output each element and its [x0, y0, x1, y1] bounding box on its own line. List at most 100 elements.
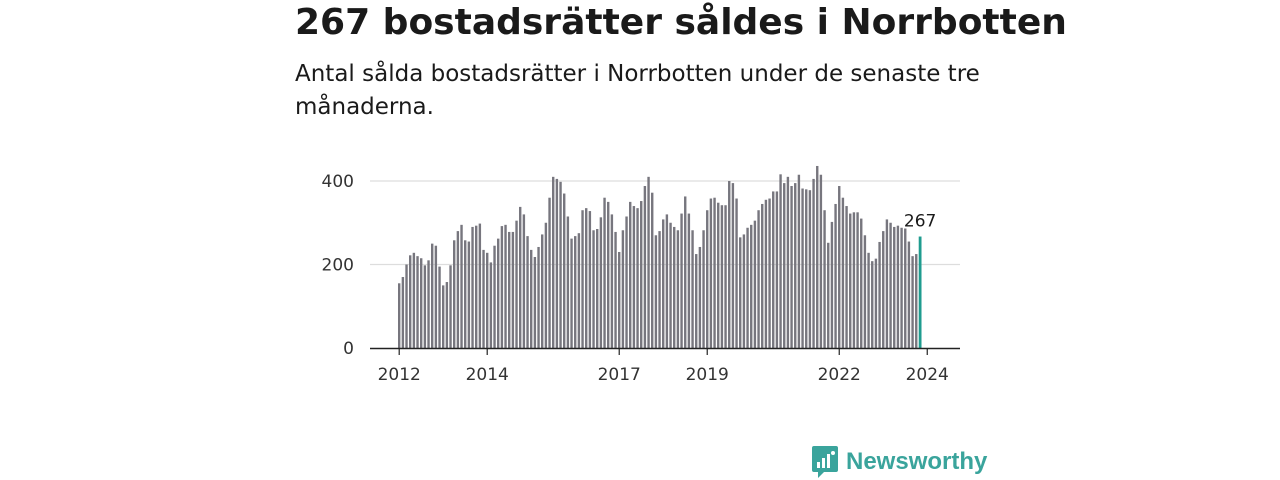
bar: [878, 241, 881, 348]
bar: [794, 183, 797, 348]
bar: [882, 231, 885, 348]
bar: [486, 252, 489, 348]
bar: [625, 216, 628, 348]
bar: [779, 174, 782, 348]
bar: [654, 235, 658, 348]
bar: [489, 262, 493, 348]
bar: [808, 190, 812, 348]
bar: [739, 237, 742, 348]
bar: [412, 252, 416, 348]
bar: [911, 256, 914, 348]
chart-subtitle: Antal sålda bostadsrätter i Norrbotten u…: [295, 61, 980, 120]
bar: [717, 202, 720, 348]
bar: [416, 256, 419, 348]
bar: [691, 230, 694, 348]
bar: [731, 183, 735, 348]
bar: [724, 205, 727, 348]
bar: [500, 226, 504, 348]
bar: [720, 205, 724, 348]
bar: [636, 208, 639, 348]
bar: [904, 227, 907, 348]
bar: [783, 183, 786, 348]
bar: [519, 206, 522, 348]
bar: [559, 181, 562, 348]
bar: [874, 258, 878, 348]
bar: [713, 197, 716, 348]
bar: [588, 211, 592, 348]
bar: [592, 230, 595, 348]
bar: [614, 231, 617, 348]
bar: [541, 234, 544, 348]
x-tick-label: 2019: [686, 365, 729, 385]
bar: [445, 282, 449, 348]
bar: [643, 186, 647, 348]
bar: [632, 206, 636, 348]
newsworthy-logo-text: Newsworthy: [846, 448, 988, 475]
bar: [746, 227, 749, 348]
bar: [775, 191, 779, 348]
bar: [695, 254, 698, 348]
bar: [816, 165, 819, 348]
bar: [533, 256, 537, 348]
x-tick-label: 2012: [378, 365, 421, 385]
bar: [841, 197, 845, 348]
bar: [434, 245, 438, 348]
x-tick-label: 2024: [906, 365, 949, 385]
bar: [852, 212, 856, 348]
bar: [651, 192, 654, 348]
bar: [764, 199, 768, 348]
bar: [856, 212, 859, 348]
bar: [530, 249, 533, 348]
bar: [401, 277, 405, 348]
bar: [819, 174, 823, 348]
bar: [658, 231, 661, 348]
bar: [812, 178, 815, 348]
bar: [522, 214, 526, 348]
bar: [838, 186, 841, 348]
bar: [607, 201, 610, 349]
bar: [596, 229, 599, 348]
bar: [449, 265, 452, 348]
x-tick-label: 2014: [466, 365, 509, 385]
bar: [621, 230, 625, 348]
bar: [834, 203, 837, 348]
newsworthy-logo: Newsworthy: [812, 444, 987, 480]
bar: [405, 264, 408, 348]
bar: [768, 198, 771, 348]
bar: [742, 234, 746, 348]
bar: [761, 203, 764, 348]
bar: [409, 255, 412, 348]
bar: [830, 221, 834, 348]
y-tick-label: 200: [322, 256, 354, 276]
bar: [801, 188, 804, 348]
bar: [823, 210, 826, 348]
bar: [687, 213, 691, 348]
bar: [478, 223, 482, 348]
bar: [585, 208, 588, 348]
bar: [460, 224, 463, 348]
bar: [599, 217, 603, 348]
bar: [453, 240, 456, 348]
x-tick-label: 2022: [818, 365, 861, 385]
bar: [647, 176, 650, 348]
bar: [511, 231, 515, 348]
bar: [423, 265, 427, 348]
bar: [893, 226, 896, 348]
bar: [464, 240, 467, 348]
bar: [552, 176, 555, 348]
bar: [544, 222, 548, 348]
bar: [497, 238, 500, 348]
bar: [889, 222, 892, 348]
bar: [702, 230, 705, 348]
bar: [698, 246, 702, 348]
bar: [427, 260, 430, 348]
bar: [581, 210, 584, 348]
bar: [420, 258, 423, 348]
bar: [555, 178, 559, 348]
y-tick-label: 400: [322, 172, 354, 192]
bar: [618, 251, 621, 348]
bar: [431, 243, 434, 349]
bar: [526, 236, 529, 348]
bar: [676, 230, 680, 348]
